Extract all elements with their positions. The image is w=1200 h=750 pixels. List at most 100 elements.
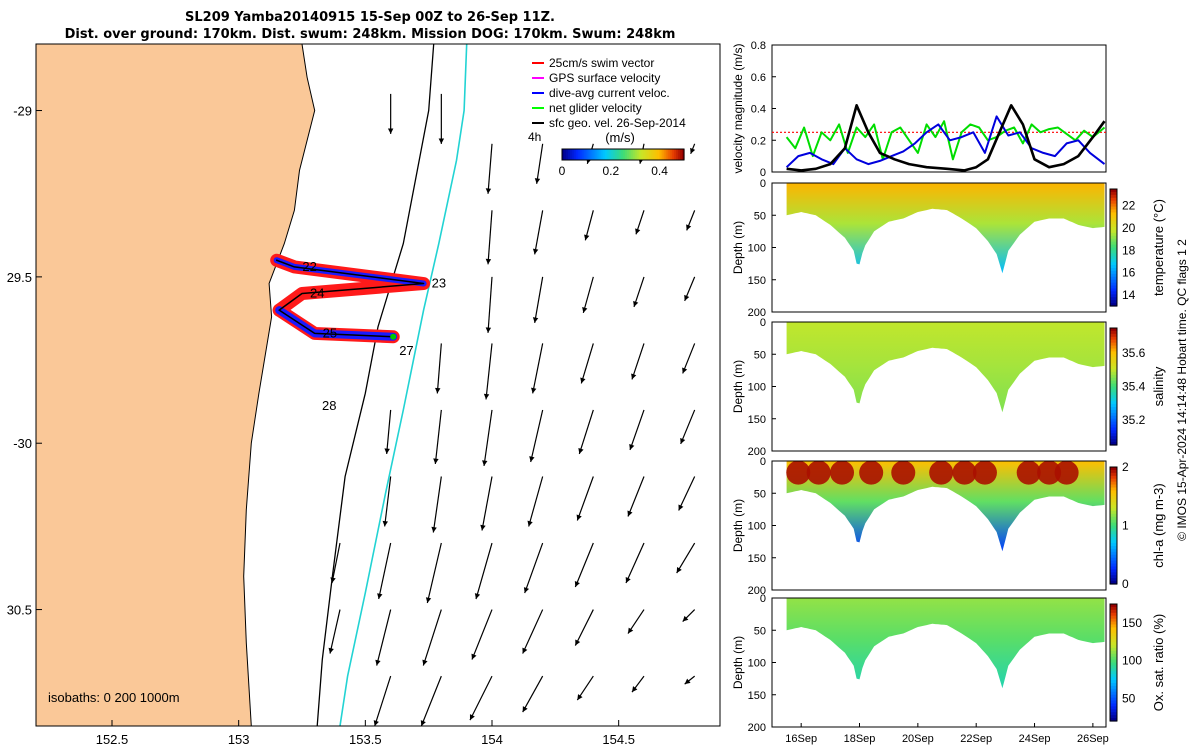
current-vector-head [575, 639, 581, 646]
current-vector-head [527, 520, 533, 527]
legend-label: sfc geo. vel. 26-Sep-2014 [549, 116, 686, 130]
current-vector [678, 476, 696, 511]
current-vector-head [469, 714, 475, 721]
section-data-fill [786, 183, 1105, 274]
section-colorbar-cell [1110, 472, 1117, 477]
section-colorbar-cell [1110, 303, 1117, 307]
map-colorbar-cell [578, 149, 581, 160]
section-ylabel: Depth (m) [731, 499, 745, 552]
map-colorbar-cell [647, 149, 651, 160]
section-colorbar-cell [1110, 650, 1117, 655]
map-colorbar-cell [653, 149, 657, 160]
isobath-1000 [339, 44, 468, 726]
current-vector-head [485, 327, 492, 333]
section-colorbar-cell [1110, 557, 1117, 562]
map-xtick-label: 153 [228, 732, 250, 747]
current-vector-head [485, 188, 492, 194]
current-vector-head [627, 510, 633, 517]
current-vector-head [483, 393, 490, 400]
section-colorbar-cell [1110, 189, 1117, 193]
section-colorbar-cell [1110, 412, 1117, 417]
section-colorbar-cell [1110, 209, 1117, 213]
section-colorbar-cell [1110, 276, 1117, 281]
current-vector [436, 343, 442, 394]
section-colorbar-cell [1110, 250, 1117, 254]
section-colorbar-frame [1109, 327, 1118, 446]
section-colorbar-cell [1110, 481, 1117, 486]
map-colorbar-cell [635, 149, 638, 160]
section-colorbar-cell [1110, 351, 1117, 355]
current-vector [574, 609, 594, 646]
section-colorbar-cell [1110, 467, 1117, 471]
section-colorbar-cell [1110, 665, 1117, 669]
section-colorbar-cell [1110, 706, 1117, 710]
current-vector-head [531, 387, 537, 394]
section-colorbar-cell [1110, 297, 1117, 301]
section-colorbar-cell [1110, 439, 1117, 443]
section-colorbar-cell [1110, 398, 1117, 402]
section-colorbar-cell [1110, 227, 1117, 231]
section-panel-salinity: 0 50 100 150 200 Depth (m) 35.2 35.4 35.6 salinit… [731, 317, 1166, 458]
velocity-ytick-label: 0.2 [751, 135, 766, 147]
current-vector [376, 609, 392, 666]
current-vector [374, 675, 392, 726]
section-colorbar-cell [1110, 505, 1117, 509]
section-colorbar-cell [1110, 621, 1117, 626]
section-ytick-label: 100 [748, 521, 766, 533]
legend-label: net glider velocity [549, 101, 642, 115]
map-colorbar-cell [627, 149, 630, 160]
section-colorbar-cell [1110, 519, 1117, 524]
current-vector [578, 409, 594, 455]
section-colorbar-frame [1109, 603, 1118, 722]
section-colorbar-cell [1110, 644, 1117, 649]
section-colorbar-cell [1110, 528, 1117, 532]
section-colorbar-cell [1110, 330, 1117, 335]
track-day-label: 22 [302, 259, 316, 274]
section-ytick-label: 200 [748, 585, 766, 597]
current-vector [471, 609, 493, 660]
section-ytick-label: 0 [760, 317, 766, 329]
current-vector [682, 343, 696, 374]
current-vector-head [522, 647, 528, 654]
figure-title-line2: Dist. over ground: 170km. Dist. swum: 24… [64, 27, 676, 42]
section-colorbar-cell [1110, 215, 1117, 219]
section-colorbar-cell [1110, 377, 1117, 382]
map-colorbar-cell [651, 149, 655, 160]
current-vector [487, 210, 493, 265]
map-colorbar-cell [675, 149, 679, 160]
isobath-200 [316, 44, 435, 726]
section-ytick-label: 50 [754, 625, 766, 637]
section-colorbar-frame [1109, 188, 1118, 307]
current-vector-head [633, 300, 639, 307]
section-colorbar-cell [1110, 383, 1117, 388]
section-colorbar-cell [1110, 206, 1117, 211]
section-colorbar-cell [1110, 363, 1117, 367]
chlorophyll-patch [929, 460, 954, 485]
section-colorbar-cell [1110, 328, 1117, 332]
section-colorbar-cell [1110, 548, 1117, 553]
section-colorbar-cell [1110, 229, 1117, 234]
section-colorbar-cell [1110, 256, 1117, 260]
glider-track-line [275, 259, 425, 311]
section-colorbar-cell [1110, 499, 1117, 503]
map-colorbar-cell [600, 149, 604, 160]
section-ytick-label: 0 [760, 178, 766, 190]
section-colorbar-cell [1110, 659, 1117, 664]
section-colorbar-cell [1110, 606, 1117, 611]
section-ytick-label: 150 [748, 414, 766, 426]
section-ylabel: Depth (m) [731, 636, 745, 689]
map-xtick-label: 152.5 [96, 732, 129, 747]
section-colorbar-cell [1110, 563, 1117, 568]
current-vector [487, 143, 493, 194]
velocity-panel: 0 0.2 0.4 0.6 0.8 velocity magnitude (m/s) [731, 40, 1107, 179]
section-panel-chlorophyll: 0 50 100 150 200 Depth (m) 0 1 2 chl-a (mg m-3) [731, 456, 1166, 597]
section-colorbar-cell [1110, 581, 1117, 585]
section-ylabel: Depth (m) [731, 360, 745, 413]
section-colorbar-cell [1110, 427, 1117, 431]
section-colorbar-cell [1110, 273, 1117, 278]
current-vector-head [680, 437, 686, 444]
section-colorbar-cell [1110, 191, 1117, 196]
section-colorbar-cell [1110, 551, 1117, 556]
section-colorbar-cell [1110, 490, 1117, 494]
current-vector-head [635, 228, 641, 235]
